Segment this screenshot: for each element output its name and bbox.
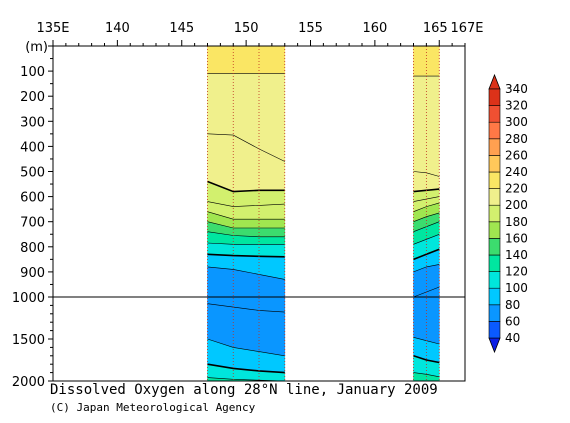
west-contour-100-12 — [207, 363, 285, 374]
x-tick-label-135: 135E — [36, 21, 69, 36]
west-contour-140-6 — [207, 231, 285, 238]
y-tick-label-500: 500 — [20, 166, 45, 181]
east-contour-160-5 — [413, 212, 440, 222]
colorbar-swatch-300-320 — [488, 105, 501, 123]
x-tick-label-167: 167E — [450, 21, 483, 36]
colorbar-label-140: 140 — [505, 248, 528, 262]
colorbar-label-300: 300 — [505, 115, 528, 129]
colorbar-label-80: 80 — [505, 298, 520, 312]
colorbar-extend-bottom — [488, 337, 501, 354]
west-contour-160-5 — [207, 221, 285, 229]
colorbar-swatch-320-340 — [488, 88, 501, 106]
y-tick-label-200: 200 — [20, 90, 45, 105]
y-tick-label-300: 300 — [20, 115, 45, 130]
y-tick-label-600: 600 — [20, 191, 45, 206]
east-contour-120-13 — [413, 372, 440, 378]
west-contour-80-11 — [207, 338, 285, 357]
colorbar-swatch-60-80 — [488, 304, 501, 322]
x-tick-label-160: 160 — [362, 21, 387, 36]
colorbar-label-220: 220 — [505, 182, 528, 196]
colorbar-swatch-200-220 — [488, 188, 501, 206]
east-contour-100-12 — [413, 355, 440, 364]
west-contour-200-2 — [207, 180, 285, 193]
x-tick-label-165: 165 — [423, 21, 448, 36]
colorbar-swatch-280-300 — [488, 121, 501, 140]
colorbar-swatch-80-100 — [488, 287, 501, 306]
x-axis-ticks: 135E 140 145 150 155 160 165 167E — [36, 21, 484, 46]
x-tick-label-145: 145 — [169, 21, 194, 36]
colorbar-label-240: 240 — [505, 165, 528, 179]
colorbar-label-180: 180 — [505, 215, 528, 229]
y-axis-ticks: (m) 100 200 300 400 500 600 700 800 900 1000 1500 20… — [12, 40, 53, 390]
colorbar-swatch-240-260 — [488, 155, 501, 173]
east-contour-120-7 — [413, 234, 440, 245]
west-contour-120-7 — [207, 242, 285, 245]
y-tick-label-900: 900 — [20, 266, 45, 281]
colorbar-swatch-160-180 — [488, 221, 501, 239]
west-contour-190-3 — [207, 201, 285, 207]
west-contour-80-9 — [207, 266, 285, 280]
y-tick-label-800: 800 — [20, 241, 45, 256]
colorbar-label-340: 340 — [505, 82, 528, 96]
chart-title: Dissolved Oxygen along 28°N line, Januar… — [50, 382, 438, 398]
y-tick-label-1500: 1500 — [12, 333, 45, 348]
x-tick-label-140: 140 — [105, 21, 130, 36]
plot-fill-layer — [207, 45, 440, 382]
west-contour-100-8 — [207, 253, 285, 258]
y-tick-label-2000: 2000 — [12, 375, 45, 390]
colorbar-label-60: 60 — [505, 314, 520, 328]
x-tick-label-155: 155 — [298, 21, 323, 36]
colorbar-swatch-40-60 — [488, 321, 501, 339]
y-tick-label-100: 100 — [20, 65, 45, 80]
west-contour-60-10 — [207, 303, 285, 313]
colorbar-swatch-140-160 — [488, 238, 501, 256]
east-contour-180-4 — [413, 202, 440, 212]
y-tick-label-700: 700 — [20, 216, 45, 231]
y-tick-label-1000: 1000 — [12, 291, 45, 306]
station-lines-layer — [207, 46, 440, 381]
colorbar-swatch-120-140 — [488, 254, 501, 272]
colorbar-label-280: 280 — [505, 132, 528, 146]
colorbar-label-120: 120 — [505, 265, 528, 279]
colorbar-label-260: 260 — [505, 148, 528, 162]
east-contour-80-9 — [413, 264, 440, 273]
x-tick-label-150: 150 — [234, 21, 259, 36]
colorbar: 40 60 80 100 120 140 160 180 200 220 240 260 280 300 3… — [488, 73, 528, 354]
east-contour-100-8 — [413, 248, 440, 261]
y-unit-label: (m) — [25, 40, 48, 55]
west-contour-210-1 — [207, 133, 285, 162]
colorbar-label-320: 320 — [505, 99, 528, 113]
y-tick-label-400: 400 — [20, 140, 45, 155]
chart-credit: (C) Japan Meteorological Agency — [50, 401, 256, 414]
colorbar-swatch-220-240 — [488, 171, 501, 189]
contour-layer — [207, 73, 440, 382]
colorbar-swatch-180-200 — [488, 204, 501, 223]
colorbar-extend-top — [488, 73, 501, 90]
colorbar-label-100: 100 — [505, 281, 528, 295]
colorbar-swatch-260-280 — [488, 138, 501, 156]
colorbar-label-160: 160 — [505, 231, 528, 245]
colorbar-label-40: 40 — [505, 331, 520, 345]
colorbar-label-200: 200 — [505, 198, 528, 212]
west-section-band-0 — [207, 45, 286, 74]
colorbar-swatch-100-120 — [488, 271, 501, 289]
west-contour-180-4 — [207, 211, 285, 220]
